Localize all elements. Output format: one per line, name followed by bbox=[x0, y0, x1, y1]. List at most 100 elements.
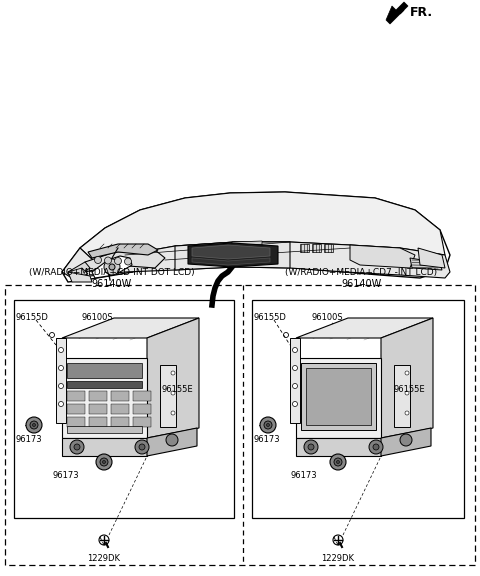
Text: 96140W: 96140W bbox=[92, 279, 132, 289]
Circle shape bbox=[336, 460, 339, 464]
Circle shape bbox=[59, 347, 63, 353]
Bar bbox=[396, 417, 408, 427]
Polygon shape bbox=[62, 242, 450, 278]
Circle shape bbox=[109, 264, 115, 270]
Text: 1229DK: 1229DK bbox=[322, 554, 355, 563]
Circle shape bbox=[115, 257, 121, 264]
Polygon shape bbox=[67, 391, 85, 401]
Polygon shape bbox=[290, 338, 300, 423]
Text: 96100S: 96100S bbox=[312, 313, 344, 323]
Polygon shape bbox=[160, 365, 176, 427]
Bar bbox=[396, 375, 408, 385]
Bar bbox=[5, 285, 475, 565]
Polygon shape bbox=[89, 417, 107, 427]
Polygon shape bbox=[68, 262, 90, 278]
Text: 96155E: 96155E bbox=[162, 385, 193, 395]
Polygon shape bbox=[147, 318, 199, 438]
Circle shape bbox=[373, 444, 379, 450]
Polygon shape bbox=[89, 404, 107, 414]
Text: FR.: FR. bbox=[410, 6, 433, 18]
Circle shape bbox=[104, 259, 120, 275]
Circle shape bbox=[292, 384, 298, 388]
Polygon shape bbox=[89, 391, 107, 401]
Circle shape bbox=[95, 256, 101, 263]
Circle shape bbox=[292, 401, 298, 407]
Text: 96155E: 96155E bbox=[394, 385, 426, 395]
Circle shape bbox=[369, 440, 383, 454]
Polygon shape bbox=[350, 245, 415, 268]
Polygon shape bbox=[111, 417, 129, 427]
Polygon shape bbox=[133, 404, 151, 414]
Text: 96100S: 96100S bbox=[82, 313, 114, 323]
Bar bbox=[14, 300, 234, 518]
Text: 96173: 96173 bbox=[291, 471, 317, 479]
Circle shape bbox=[26, 417, 42, 433]
Circle shape bbox=[70, 440, 84, 454]
Polygon shape bbox=[67, 363, 142, 378]
Circle shape bbox=[405, 391, 409, 395]
Polygon shape bbox=[381, 318, 433, 438]
Circle shape bbox=[405, 411, 409, 415]
Bar bbox=[252, 300, 464, 518]
Circle shape bbox=[59, 401, 63, 407]
Text: 96173: 96173 bbox=[16, 435, 43, 445]
Polygon shape bbox=[232, 241, 262, 247]
Bar bbox=[291, 340, 299, 346]
Circle shape bbox=[266, 423, 269, 426]
Polygon shape bbox=[62, 318, 199, 338]
Text: 96155D: 96155D bbox=[16, 313, 49, 323]
Polygon shape bbox=[418, 248, 445, 268]
Circle shape bbox=[304, 440, 318, 454]
Polygon shape bbox=[68, 268, 88, 278]
Circle shape bbox=[74, 444, 80, 450]
Polygon shape bbox=[67, 426, 142, 433]
Text: (W/RADIO+MEDIA+CD-INT DOT LCD): (W/RADIO+MEDIA+CD-INT DOT LCD) bbox=[29, 268, 195, 278]
Polygon shape bbox=[67, 417, 85, 427]
Polygon shape bbox=[296, 358, 381, 438]
Circle shape bbox=[171, 371, 175, 375]
Polygon shape bbox=[324, 244, 333, 252]
Circle shape bbox=[105, 257, 111, 264]
Circle shape bbox=[30, 421, 38, 429]
Text: 1229DK: 1229DK bbox=[87, 554, 120, 563]
Bar bbox=[162, 375, 174, 385]
Polygon shape bbox=[133, 391, 151, 401]
Text: 96173: 96173 bbox=[53, 471, 79, 479]
Polygon shape bbox=[62, 358, 147, 438]
Circle shape bbox=[139, 444, 145, 450]
Polygon shape bbox=[192, 258, 270, 265]
Circle shape bbox=[59, 384, 63, 388]
Circle shape bbox=[135, 440, 149, 454]
Circle shape bbox=[166, 434, 178, 446]
Polygon shape bbox=[301, 363, 376, 430]
Circle shape bbox=[292, 347, 298, 353]
Circle shape bbox=[33, 423, 36, 426]
Circle shape bbox=[103, 460, 106, 464]
Polygon shape bbox=[133, 417, 151, 427]
Circle shape bbox=[171, 411, 175, 415]
Circle shape bbox=[260, 417, 276, 433]
Polygon shape bbox=[62, 192, 450, 282]
Polygon shape bbox=[300, 244, 309, 252]
Bar bbox=[57, 340, 65, 346]
Text: 96140W: 96140W bbox=[341, 279, 381, 289]
Circle shape bbox=[334, 458, 342, 466]
Circle shape bbox=[124, 258, 132, 265]
Circle shape bbox=[171, 391, 175, 395]
Polygon shape bbox=[85, 250, 165, 272]
Polygon shape bbox=[188, 243, 278, 267]
Polygon shape bbox=[312, 244, 321, 252]
Polygon shape bbox=[67, 404, 85, 414]
Polygon shape bbox=[92, 256, 132, 278]
Circle shape bbox=[292, 366, 298, 370]
Polygon shape bbox=[111, 404, 129, 414]
Polygon shape bbox=[306, 368, 371, 425]
Polygon shape bbox=[147, 428, 197, 456]
Circle shape bbox=[59, 366, 63, 370]
Polygon shape bbox=[381, 428, 431, 456]
Circle shape bbox=[308, 444, 314, 450]
Bar bbox=[162, 389, 174, 399]
Polygon shape bbox=[56, 338, 66, 423]
Polygon shape bbox=[88, 244, 158, 258]
Polygon shape bbox=[394, 365, 410, 427]
